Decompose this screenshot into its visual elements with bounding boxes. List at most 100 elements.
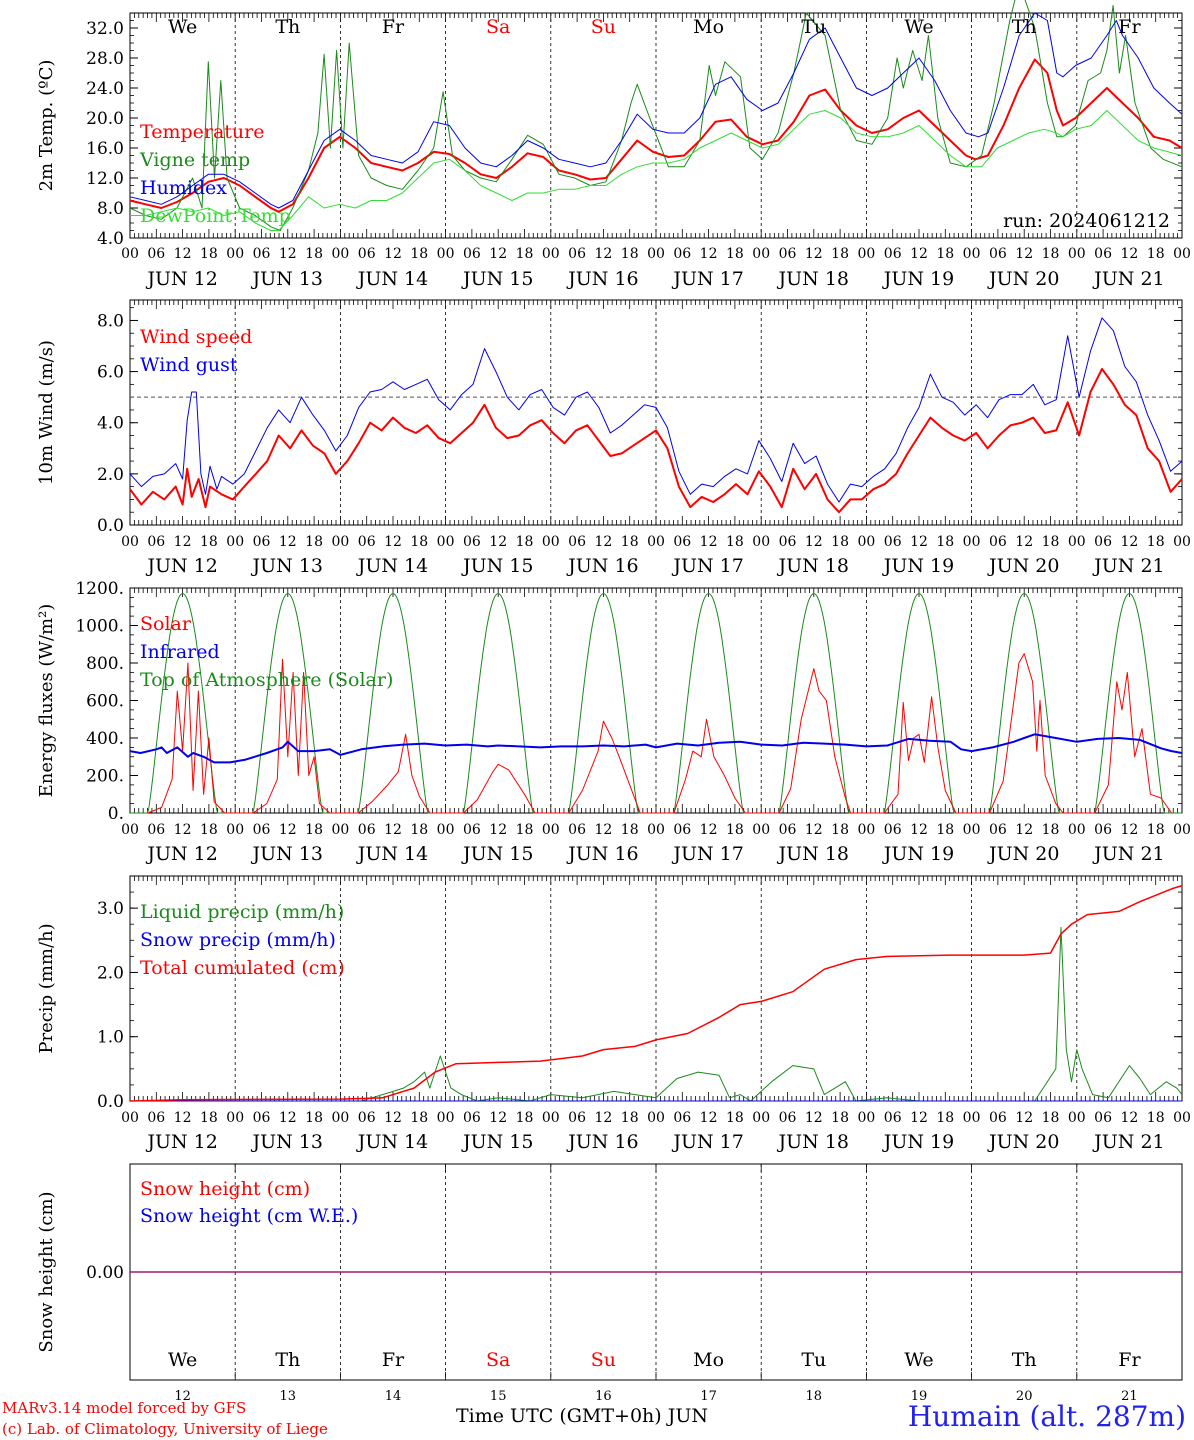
hour-tick-label: 00	[437, 822, 455, 838]
hour-tick-label: 00	[752, 246, 770, 262]
hour-tick-label: 06	[884, 534, 902, 550]
date-label: JUN 21	[1092, 843, 1164, 865]
panel-temp: 4.0 8.0 12.0 16.0 20.0 24.0 28.0 32.0 2m Temp. (…	[36, 0, 1191, 290]
hour-tick-label: 12	[174, 1110, 192, 1126]
hour-tick-label: 06	[358, 246, 376, 262]
legend-entry: Wind speed	[140, 326, 252, 348]
legend-entry: Top of Atmosphere (Solar)	[140, 669, 393, 691]
date-label: JUN 16	[566, 1131, 638, 1153]
hour-tick-label: 12	[1120, 822, 1138, 838]
y-axis-title: Snow height (cm)	[36, 1191, 57, 1352]
y-tick-label: 8.0	[97, 311, 124, 331]
legend-entry: Wind gust	[140, 354, 238, 376]
hour-tick-label: 18	[831, 1110, 849, 1126]
y-tick-label: 2.0	[97, 963, 124, 983]
hour-tick-label: 00	[857, 246, 875, 262]
panel-energy: 0. 200. 400. 600. 800. 1000. 1200. Energy fluxe…	[36, 579, 1191, 865]
date-label: JUN 17	[671, 843, 743, 865]
hour-tick-label: 12	[1015, 534, 1033, 550]
hour-tick-label: 06	[989, 246, 1007, 262]
hour-tick-label: 12	[594, 534, 612, 550]
hour-tick-label: 06	[147, 1110, 165, 1126]
hour-tick-label: 00	[752, 822, 770, 838]
date-label: JUN 14	[356, 1131, 428, 1153]
hour-tick-label: 12	[279, 1110, 297, 1126]
hour-tick-label: 06	[779, 534, 797, 550]
day-number-label: 12	[174, 1389, 191, 1404]
hour-tick-label: 12	[805, 534, 823, 550]
y-axis-title: 10m Wind (m/s)	[36, 340, 57, 485]
station-label: Humain (alt. 287m)	[907, 1400, 1186, 1433]
hour-tick-label: 12	[910, 1110, 928, 1126]
hour-tick-label: 06	[884, 1110, 902, 1126]
hour-tick-label: 12	[910, 246, 928, 262]
day-name-label: Mo	[693, 16, 724, 38]
hour-tick-label: 18	[621, 822, 639, 838]
x-axis-title: Time UTC (GMT+0h) JUN	[456, 1405, 708, 1427]
y-tick-label: 1200.	[75, 579, 124, 599]
date-label: JUN 15	[461, 843, 533, 865]
hour-tick-label: 00	[963, 822, 981, 838]
day-number-label: 17	[700, 1389, 717, 1404]
hour-tick-label: 00	[226, 534, 244, 550]
hour-tick-label: 18	[1147, 534, 1165, 550]
series-line-liquid-precip-mm-h-	[130, 926, 1183, 1102]
hour-tick-label: 18	[410, 1110, 428, 1126]
hour-tick-label: 12	[1015, 1110, 1033, 1126]
hour-tick-label: 00	[1068, 1110, 1086, 1126]
hour-tick-label: 00	[1173, 246, 1191, 262]
day-name-label: We	[168, 1349, 197, 1371]
legend-entry: Snow precip (mm/h)	[140, 929, 336, 951]
hour-tick-label: 00	[963, 1110, 981, 1126]
series-line-humidex	[129, 12, 1183, 209]
series-line-total-cumulated-cm-	[129, 884, 1183, 1102]
hour-tick-label: 18	[516, 534, 534, 550]
date-label: JUN 12	[145, 268, 217, 290]
hour-tick-label: 06	[568, 246, 586, 262]
hour-tick-label: 06	[673, 246, 691, 262]
hour-tick-label: 18	[200, 1110, 218, 1126]
y-tick-label: 8.0	[97, 199, 124, 219]
panel-wind: 0.0 2.0 4.0 6.0 8.0 10m Wind (m/s) Wind speed W…	[36, 299, 1191, 577]
hour-tick-label: 00	[647, 1110, 665, 1126]
series-line-solar	[147, 653, 1172, 814]
hour-tick-label: 12	[805, 1110, 823, 1126]
day-name-label: Fr	[1118, 1349, 1141, 1371]
hour-tick-label: 00	[437, 246, 455, 262]
date-label: JUN 15	[461, 1131, 533, 1153]
day-number-label: 15	[490, 1389, 507, 1404]
hour-tick-label: 00	[647, 822, 665, 838]
y-tick-label: 0.	[108, 804, 124, 824]
y-tick-label: 0.0	[97, 1092, 124, 1112]
date-label: JUN 16	[566, 268, 638, 290]
day-number-label: 16	[595, 1389, 612, 1404]
hour-tick-label: 12	[1120, 246, 1138, 262]
y-tick-label: 24.0	[86, 79, 124, 99]
date-label: JUN 12	[145, 555, 217, 577]
hour-tick-label: 18	[1147, 246, 1165, 262]
date-label: JUN 18	[777, 1131, 849, 1153]
hour-tick-label: 00	[963, 246, 981, 262]
date-label: JUN 21	[1092, 1131, 1164, 1153]
hour-tick-label: 06	[989, 1110, 1007, 1126]
y-tick-label: 16.0	[86, 139, 124, 159]
panel-precip: 0.0 1.0 2.0 3.0 Precip (mm/h) Liquid precip (…	[36, 875, 1191, 1153]
hour-tick-label: 12	[910, 534, 928, 550]
panel-snow: 0.00 Snow height (cm) Snow height (cm) Snow…	[36, 1163, 1183, 1404]
date-label: JUN 20	[987, 555, 1059, 577]
y-tick-label: 400.	[86, 729, 124, 749]
legend-entry: Vigne temp	[139, 149, 250, 171]
hour-tick-label: 18	[1147, 1110, 1165, 1126]
hour-tick-label: 00	[331, 246, 349, 262]
y-tick-label: 12.0	[86, 169, 124, 189]
series-line-dewpoint-temp	[130, 110, 1183, 231]
legend-entry: Infrared	[140, 641, 220, 663]
date-label: JUN 16	[566, 555, 638, 577]
hour-tick-label: 18	[1042, 822, 1060, 838]
hour-tick-label: 00	[437, 1110, 455, 1126]
hour-tick-label: 06	[147, 534, 165, 550]
date-label: JUN 18	[777, 555, 849, 577]
hour-tick-label: 00	[331, 822, 349, 838]
hour-tick-label: 18	[305, 822, 323, 838]
date-label: JUN 18	[777, 268, 849, 290]
